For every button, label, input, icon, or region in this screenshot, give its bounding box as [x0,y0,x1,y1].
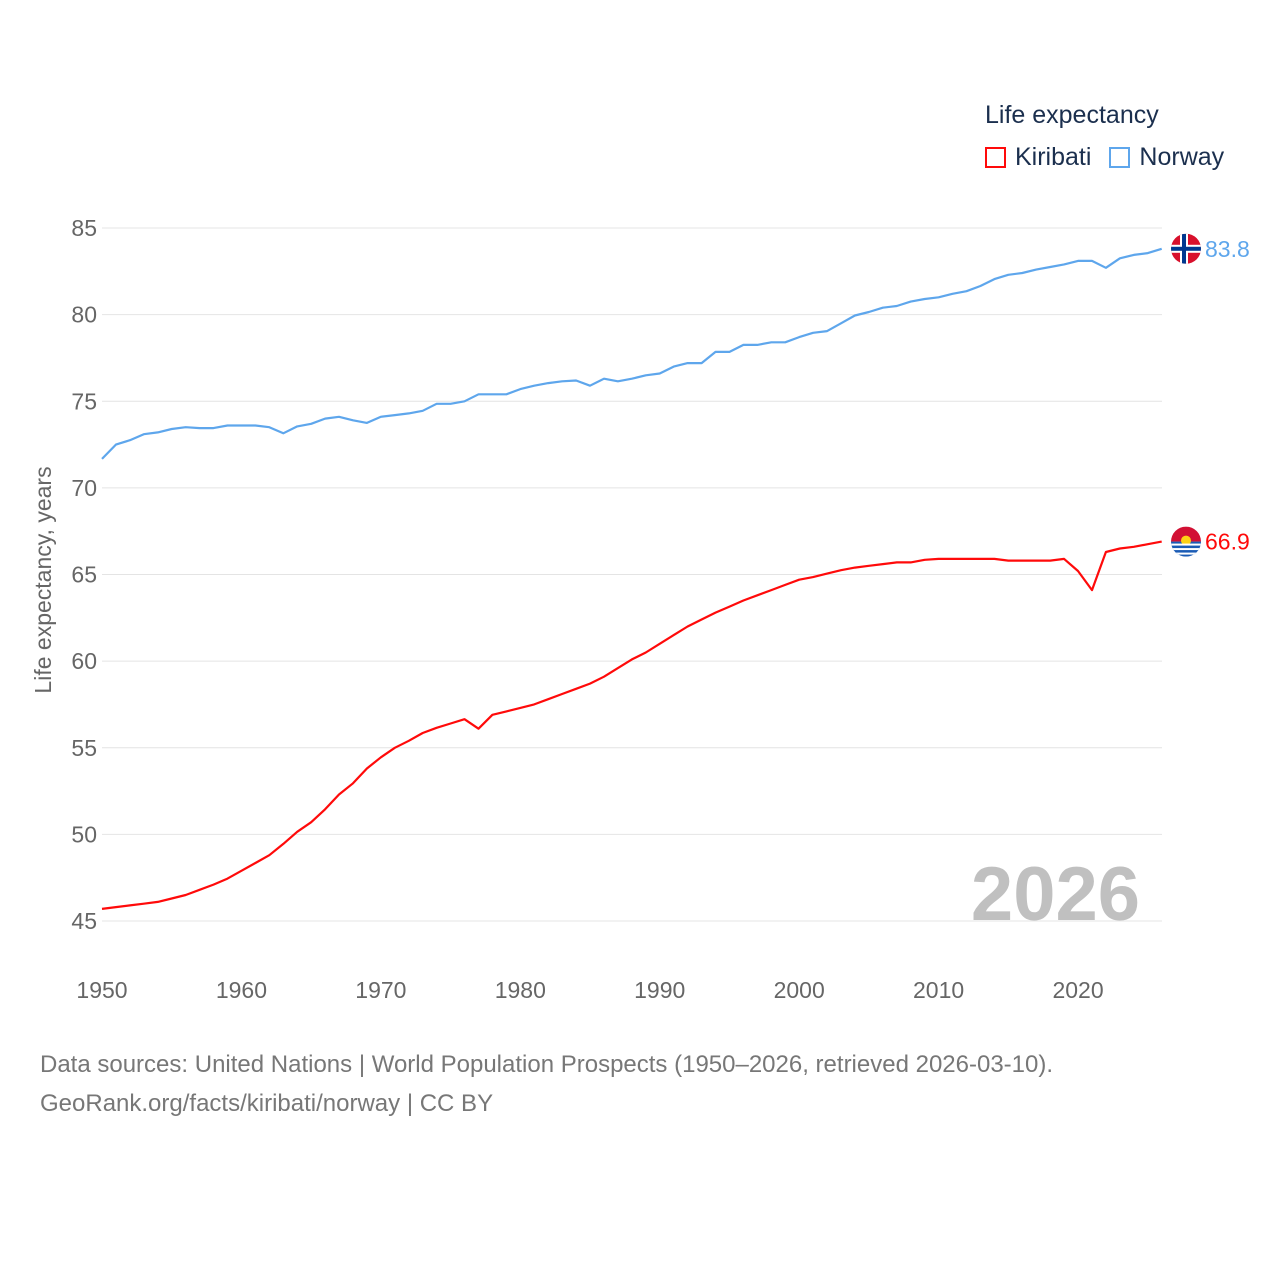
y-axis-label: Life expectancy, years [30,466,56,693]
kiribati-flag-icon [1171,526,1201,557]
source-note: Data sources: United Nations | World Pop… [40,1045,1053,1123]
y-tick-label: 60 [71,648,97,674]
x-tick-label: 2000 [774,977,825,1003]
y-tick-label: 50 [71,821,97,847]
source-line-2[interactable]: GeoRank.org/facts/kiribati/norway | CC B… [40,1090,494,1117]
x-tick-label: 1960 [216,977,267,1003]
norway-flag-icon [1171,233,1201,264]
legend-swatch-kiribati [985,147,1006,168]
x-tick-label: 1980 [495,977,546,1003]
x-tick-label: 2010 [913,977,964,1003]
y-tick-label: 80 [71,302,97,328]
end-value-label-kiribati: 66.9 [1205,529,1250,555]
x-tick-labels: 1950 1960 1970 1980 1990 2000 2010 2020 [76,977,1103,1003]
x-tick-label: 1970 [355,977,406,1003]
legend-item-norway[interactable]: Norway [1109,143,1224,172]
legend-swatch-norway [1109,147,1131,168]
end-value-label-norway: 83.8 [1205,236,1250,262]
x-tick-label: 1950 [76,977,127,1003]
series-lines [101,247,1163,910]
y-tick-label: 75 [71,388,97,414]
y-tick-label: 45 [71,908,97,934]
legend: Kiribati Norway [985,143,1242,172]
y-tick-label: 85 [71,215,97,241]
legend-label: Kiribati [1015,143,1092,171]
series-end-markers: 66.9 83.8 [1171,233,1250,557]
y-tick-label: 70 [71,475,97,501]
legend-title: Life expectancy [985,101,1159,129]
series-line-kiribati [101,540,1162,910]
legend-item-kiribati[interactable]: Kiribati [985,143,1091,172]
y-tick-label: 55 [71,735,97,761]
source-line-1: Data sources: United Nations | World Pop… [40,1051,1054,1078]
y-tick-label: 65 [71,562,97,588]
legend-label: Norway [1139,143,1225,171]
y-tick-labels: 45 50 55 60 65 70 75 80 85 [71,215,97,934]
x-tick-label: 2020 [1052,977,1103,1003]
x-tick-label: 1990 [634,977,685,1003]
year-watermark: 2026 [971,852,1140,937]
series-line-norway [101,247,1163,460]
gridlines [102,227,1162,922]
